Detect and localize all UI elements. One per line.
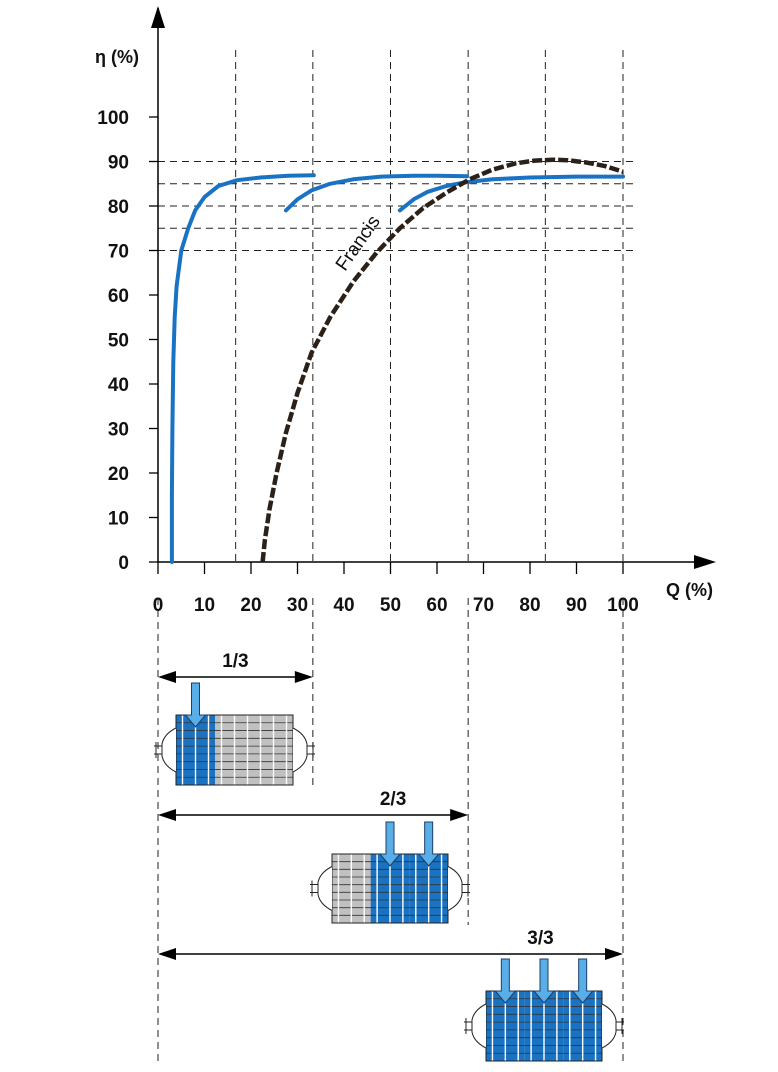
y-tick-label: 80 — [108, 197, 129, 218]
inflow-arrow-icon — [532, 958, 556, 1004]
turbine-units — [154, 682, 624, 1062]
dimension-label: 1/3 — [222, 651, 248, 672]
unit-end-cap — [317, 866, 333, 911]
inflow-arrow-icon — [417, 821, 440, 867]
y-axis-arrow — [151, 6, 165, 28]
dimension-arrowhead-left — [158, 948, 176, 960]
x-tick-label: 80 — [519, 595, 540, 616]
x-axis-arrow — [694, 555, 716, 569]
inflow-arrow-icon — [494, 958, 517, 1004]
x-tick-label: 30 — [287, 595, 308, 616]
y-tick-label: 40 — [108, 375, 129, 396]
series-curve-1 — [169, 173, 316, 564]
x-tick-label: 40 — [333, 595, 354, 616]
unit-end-cap — [447, 866, 463, 911]
turbine-unit-2/3 — [310, 821, 470, 924]
y-tick-label: 20 — [108, 464, 129, 485]
dimension-arrowhead-left — [158, 671, 176, 683]
dimension-label: 3/3 — [527, 928, 553, 949]
x-tick-label: 90 — [566, 595, 587, 616]
x-tick-label: 10 — [194, 595, 215, 616]
y-tick-label: 50 — [108, 331, 129, 352]
x-tick-label: 100 — [607, 595, 639, 616]
dimension-arrowhead-right — [294, 671, 313, 683]
x-tick-label: 60 — [426, 595, 447, 616]
y-tick-label: 10 — [108, 509, 129, 530]
inflow-arrow-icon — [571, 958, 594, 1004]
dimension-arrowhead-right — [605, 948, 623, 960]
y-tick-label: 0 — [118, 553, 129, 574]
x-tick-label: 70 — [473, 595, 494, 616]
x-tick-label: 0 — [153, 595, 164, 616]
y-tick-label: 30 — [108, 420, 129, 441]
turbine-unit-1/3 — [154, 682, 315, 786]
y-tick-labels: 0 10 20 30 40 50 60 70 80 90 100 — [97, 108, 158, 574]
y-tick-label: 70 — [108, 242, 129, 263]
unit-end-cap — [471, 1003, 487, 1049]
unit-end-cap — [601, 1003, 617, 1049]
dimension-arrowhead-right — [450, 809, 469, 821]
series-curve-3 — [397, 174, 625, 213]
inflow-arrow-icon — [184, 682, 207, 728]
y-tick-label: 100 — [97, 108, 129, 129]
series-francis-curve — [260, 157, 624, 563]
reference-lines — [157, 50, 637, 1062]
dimension-arrowhead-left — [158, 809, 176, 821]
turbine-unit-3/3 — [464, 958, 624, 1062]
dimension-label: 2/3 — [380, 789, 406, 810]
unit-end-cap — [292, 727, 308, 773]
x-axis-label: Q (%) — [666, 580, 713, 600]
francis-annotation: Francis — [332, 212, 385, 275]
series-curve-2 — [283, 173, 470, 213]
unit-end-cap — [161, 727, 177, 773]
series-group — [169, 157, 625, 564]
y-tick-label: 60 — [108, 286, 129, 307]
inflow-arrow-icon — [378, 821, 402, 867]
dimension-arrows: 1/3 2/3 3/3 — [158, 651, 623, 960]
x-tick-label: 50 — [380, 595, 401, 616]
y-axis-label: η (%) — [95, 47, 139, 67]
axes — [151, 6, 716, 569]
x-tick-labels: 0 10 20 30 40 50 60 70 80 90 100 — [153, 562, 639, 616]
x-tick-label: 20 — [240, 595, 261, 616]
y-tick-label: 90 — [108, 153, 129, 174]
